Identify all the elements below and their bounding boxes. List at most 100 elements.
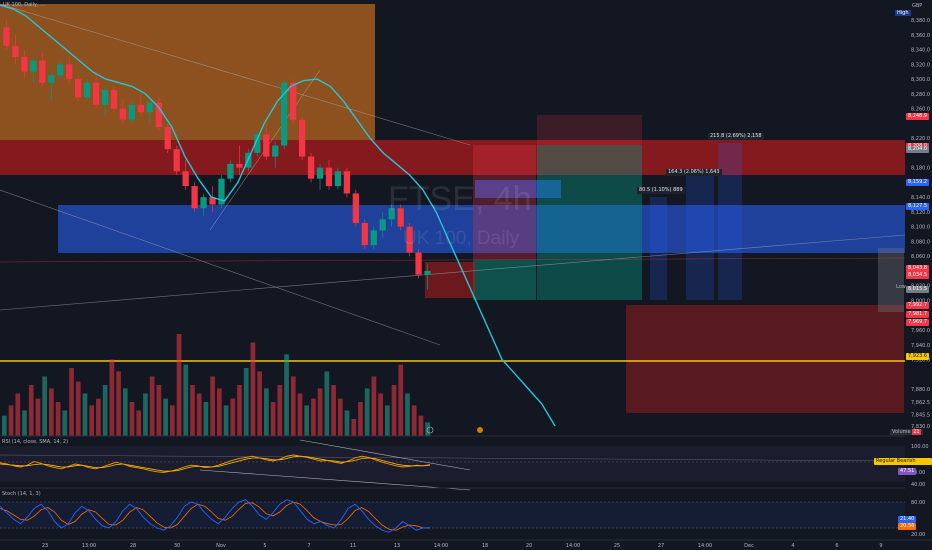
volume-bar (290, 376, 296, 436)
candle-body (119, 108, 127, 120)
candle (424, 263, 431, 290)
stoch-legend[interactable]: Stoch (14, 1, 3) (2, 491, 41, 497)
stoch-band (0, 502, 905, 528)
stoch-d-tag: 20.56 (898, 523, 917, 530)
candle (39, 53, 46, 87)
trend-line-1[interactable] (0, 3, 471, 146)
price-tick: 8,340.0 (911, 48, 930, 54)
candle-body (39, 60, 46, 83)
volume-bar (418, 415, 424, 436)
price-tick: 7,920.0 (911, 358, 930, 364)
price-tick: 7,960.0 (911, 328, 930, 334)
time-tick: 4 (791, 543, 794, 549)
price-tick: 8,300.0 (911, 77, 930, 83)
price-tick: 8,120.0 (911, 210, 930, 216)
replay-icon[interactable] (426, 426, 434, 434)
time-tick: 9 (879, 543, 882, 549)
price-tick: 8,380.0 (911, 18, 930, 24)
candle-body (21, 56, 28, 72)
volume-label-text: Volume (892, 429, 911, 435)
candle-body (218, 178, 225, 205)
candle (236, 145, 243, 176)
horizontal-line-red[interactable] (0, 257, 906, 263)
candlesticks (3, 20, 431, 290)
volume-bar (129, 402, 135, 436)
time-tick: 20 (526, 543, 532, 549)
candle (48, 71, 55, 102)
candle (334, 167, 342, 190)
candle (397, 204, 404, 231)
volume-bar (149, 376, 155, 436)
rsi-legend[interactable]: RSI (14, close, SMA, 14, 2) (2, 439, 69, 445)
time-tick: 13 (394, 543, 400, 549)
candle-body (334, 171, 342, 187)
volume-bar (82, 393, 88, 436)
volume-bar (2, 415, 7, 436)
candle-body (298, 119, 306, 157)
price-axis-ticks: 8,380.0 8,360.0 8,340.0 8,320.0 8,300.0 8,280… (911, 18, 930, 430)
volume-bar (169, 405, 175, 436)
volume-bar (62, 410, 68, 436)
candle (101, 86, 109, 116)
candle (379, 211, 386, 238)
time-tick: Dec (744, 543, 754, 549)
symbol-legend[interactable]: UK 100, Daily, ... (3, 2, 45, 8)
stoch-axis-20: 20.00 (911, 532, 926, 538)
candle (415, 248, 422, 279)
candle-body (352, 193, 359, 223)
price-tick: 8,280.0 (911, 92, 930, 98)
stoch-k-tag: 21.40 (898, 516, 917, 523)
time-tick: 23 (42, 543, 48, 549)
candle-body (128, 104, 136, 120)
candle-body (361, 223, 368, 246)
volume-bar (49, 388, 54, 436)
trend-line-2[interactable] (0, 189, 441, 346)
rsi-trend-line-1[interactable] (299, 439, 471, 471)
price-tag: 8,034.5 (906, 271, 930, 279)
candle-body (75, 79, 82, 98)
volume-bar (257, 371, 263, 436)
candle-body (57, 64, 64, 76)
volume-bar (371, 376, 377, 436)
candle-body (379, 219, 386, 231)
rsi-trend-line-3[interactable] (0, 454, 906, 462)
rsi-trend-line-2[interactable] (199, 469, 471, 491)
candle (388, 204, 395, 227)
volume-bar (203, 402, 209, 436)
measure-label-3: 215.8 (2.69%) 2,158 (708, 133, 764, 140)
price-tick: 8,320.0 (911, 62, 930, 68)
candle (119, 97, 127, 124)
volume-bar (163, 398, 168, 436)
currency-label[interactable]: GBP (912, 3, 923, 9)
candle-body (227, 163, 234, 179)
time-axis[interactable]: 23 13:00 28 30 Nov 5 7 11 13 14:00 18 20 14:00 25 27 14… (42, 543, 883, 549)
candle (75, 75, 82, 102)
blue-zone-small (475, 180, 561, 198)
price-tick: 7,940.0 (911, 343, 930, 349)
volume-bar (136, 410, 142, 436)
candle-body (316, 167, 324, 179)
measure-box-1 (650, 197, 667, 300)
candle (3, 20, 10, 50)
time-tick: 14:00 (566, 543, 580, 549)
candle (218, 175, 225, 209)
price-tag: 7,969.7 (906, 319, 930, 327)
rsi-axis-60: 60.00 (911, 470, 926, 476)
time-tick: 13:00 (82, 543, 96, 549)
candle (30, 56, 37, 83)
price-tick: 8,360.0 (911, 33, 930, 39)
time-tick: 18 (482, 543, 488, 549)
candle-body (83, 82, 91, 98)
candle (343, 167, 351, 198)
candle (182, 160, 189, 190)
volume-bar (304, 405, 310, 436)
trend-line-3[interactable] (0, 234, 906, 311)
rsi-axis-40: 40.00 (911, 482, 926, 488)
time-tick: 6 (835, 543, 838, 549)
volume-bar (317, 388, 323, 436)
candle-body (164, 127, 171, 150)
event-marker-icon[interactable] (477, 427, 483, 433)
volume-bar (425, 422, 430, 436)
candle (352, 189, 359, 227)
